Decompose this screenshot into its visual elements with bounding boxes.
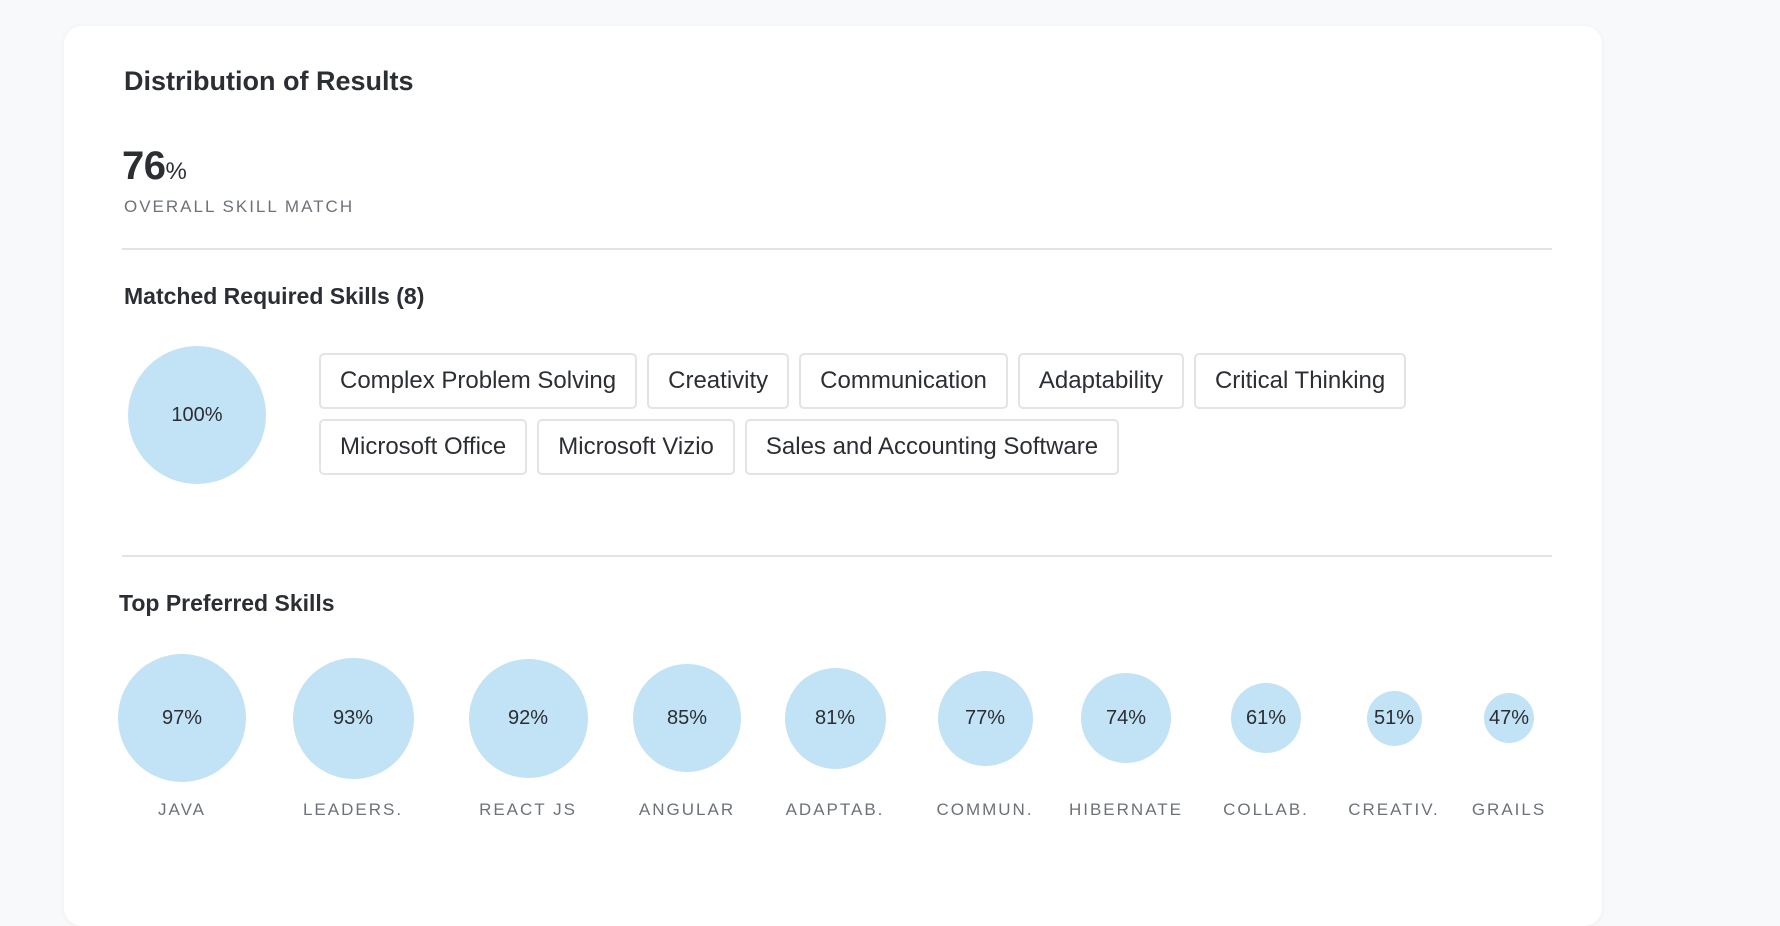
preferred-skill-percent: 81% — [814, 706, 856, 729]
preferred-skill-bubble: 97% — [118, 654, 246, 782]
divider — [122, 248, 1552, 250]
preferred-skill-bubble: 93% — [292, 657, 414, 779]
overall-skill-match-label: OVERALL SKILL MATCH — [124, 197, 355, 216]
card-title: Distribution of Results — [124, 66, 414, 96]
skill-chip: Microsoft Vizio — [537, 419, 735, 475]
preferred-skill-percent: 97% — [161, 706, 203, 729]
preferred-skill-label: ADAPTAB. — [785, 800, 885, 819]
preferred-skill-bubble: 77% — [937, 670, 1033, 766]
skill-chip: Complex Problem Solving — [319, 353, 638, 409]
preferred-skill-label: REACT JS — [479, 800, 577, 819]
preferred-skill-percent: 61% — [1245, 706, 1287, 729]
preferred-skill-percent: 47% — [1488, 706, 1530, 729]
preferred-skill-percent: 93% — [332, 706, 374, 729]
preferred-skill-percent: 51% — [1373, 706, 1415, 729]
preferred-skill-label: ANGULAR — [638, 800, 736, 819]
preferred-skill-label: LEADERS. — [302, 800, 404, 819]
preferred-skill-bubble: 92% — [468, 658, 588, 778]
preferred-skill-label: GRAILS — [1471, 800, 1547, 819]
overall-percent-sign: % — [165, 158, 187, 185]
preferred-skill-bubble: 81% — [784, 667, 886, 769]
preferred-skill-bubble: 61% — [1231, 683, 1301, 753]
matched-percent-bubble: 100% — [128, 346, 266, 484]
preferred-skill-bubble: 47% — [1484, 693, 1534, 743]
skill-chip: Critical Thinking — [1193, 353, 1407, 409]
preferred-skill-percent: 92% — [507, 706, 549, 729]
results-card: Distribution of Results 76% OVERALL SKIL… — [64, 26, 1602, 926]
preferred-skill-label: JAVA — [158, 800, 206, 819]
skill-chip: Communication — [799, 353, 1008, 409]
matched-percent-text: 100% — [171, 403, 223, 426]
matched-skills-title: Matched Required Skills (8) — [124, 283, 425, 309]
preferred-skill-label: COMMUN. — [936, 800, 1034, 819]
skill-chip: Adaptability — [1017, 353, 1184, 409]
matched-skill-chips: Complex Problem Solving Creativity Communi… — [319, 353, 1509, 475]
preferred-skill-bubble: 74% — [1081, 673, 1171, 763]
preferred-skill-bubble: 85% — [633, 664, 741, 772]
skill-chip: Sales and Accounting Software — [744, 419, 1120, 475]
skill-chip: Microsoft Office — [319, 419, 528, 475]
skill-chip: Creativity — [647, 353, 790, 409]
preferred-skills-title: Top Preferred Skills — [119, 590, 335, 616]
preferred-skill-percent: 77% — [964, 706, 1006, 729]
preferred-skill-percent: 74% — [1105, 706, 1147, 729]
preferred-skill-label: HIBERNATE — [1068, 800, 1184, 819]
preferred-skill-label: CREATIV. — [1348, 800, 1440, 819]
preferred-skill-bubble: 51% — [1366, 690, 1422, 746]
preferred-skill-label: COLLAB. — [1223, 800, 1309, 819]
overall-percent-number: 76 — [122, 144, 166, 188]
divider — [122, 555, 1552, 557]
overall-skill-match-value: 76% — [122, 144, 187, 189]
preferred-skill-percent: 85% — [666, 706, 708, 729]
